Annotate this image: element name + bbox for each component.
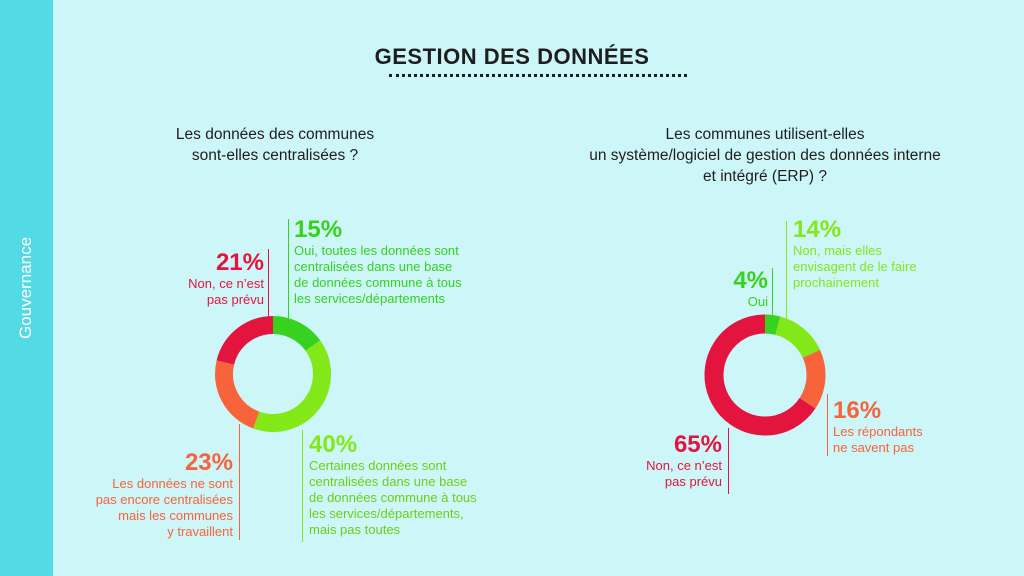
chart1-leader-line bbox=[239, 424, 240, 540]
desc-line: Certaines données sont bbox=[309, 458, 447, 473]
chart1-label-en-cours: 23% Les données ne sont pas encore centr… bbox=[96, 450, 233, 540]
slice-description: Non, ce n’est pas prévu bbox=[646, 458, 722, 490]
slice-percent: 23% bbox=[184, 449, 233, 476]
chart2-question: Les communes utilisent-elles un système/… bbox=[520, 124, 1010, 187]
slice-percent: 4% bbox=[733, 267, 768, 294]
chart2-leader-line bbox=[728, 428, 729, 494]
desc-line: les services/départements, bbox=[309, 506, 464, 521]
chart2-slice-2 bbox=[799, 349, 826, 409]
desc-line: centralisées dans une base bbox=[294, 259, 453, 274]
slice-percent: 16% bbox=[833, 397, 882, 424]
chart2-leader-line bbox=[772, 268, 773, 320]
chart2-donut bbox=[704, 314, 826, 436]
chart1-label-certaines: 40% Certaines données sont centralisées … bbox=[309, 432, 477, 538]
desc-line: Non, mais elles bbox=[793, 243, 882, 258]
chart1-label-oui: 15% Oui, toutes les données sont central… bbox=[294, 217, 462, 307]
desc-line: Les répondants bbox=[833, 424, 923, 439]
slice-percent: 65% bbox=[673, 431, 722, 458]
chart1-label-non: 21% Non, ce n’est pas prévu bbox=[188, 250, 264, 308]
desc-line: pas encore centralisées bbox=[95, 492, 233, 507]
chart1-slice-0 bbox=[272, 316, 321, 352]
slice-percent: 15% bbox=[294, 216, 343, 243]
desc-line: Les données ne sont bbox=[112, 476, 233, 491]
desc-line: Oui bbox=[747, 294, 768, 309]
chart1-question-line: sont-elles centralisées ? bbox=[191, 147, 359, 164]
desc-line: mais pas toutes bbox=[309, 522, 401, 537]
slice-percent: 40% bbox=[309, 431, 358, 458]
desc-line: y travaillent bbox=[167, 524, 233, 539]
slice-description: Oui bbox=[733, 294, 768, 310]
slice-description: Non, ce n’est pas prévu bbox=[188, 276, 264, 308]
chart2-slice-1 bbox=[774, 316, 821, 359]
desc-line: pas prévu bbox=[664, 474, 722, 489]
chart1-donut bbox=[215, 316, 331, 432]
slice-description: Oui, toutes les données sont centralisée… bbox=[294, 243, 462, 307]
chart2-leader-line bbox=[827, 394, 828, 456]
chart1-slice-2 bbox=[215, 360, 260, 429]
chart2-label-ne-savent-pas: 16% Les répondants ne savent pas bbox=[833, 398, 923, 456]
desc-line: mais les communes bbox=[118, 508, 233, 523]
chart1-leader-line bbox=[268, 249, 269, 321]
chart1-slice-3 bbox=[216, 316, 274, 365]
desc-line: prochainement bbox=[793, 275, 879, 290]
page-title: GESTION DES DONNÉES bbox=[374, 44, 650, 69]
slice-percent: 21% bbox=[215, 249, 264, 276]
chart2-slice-0 bbox=[764, 314, 781, 335]
chart2-label-non: 65% Non, ce n’est pas prévu bbox=[646, 432, 722, 490]
sidebar-label: Gouvernance bbox=[16, 236, 35, 340]
slice-description: Les répondants ne savent pas bbox=[833, 424, 923, 456]
desc-line: Non, ce n’est bbox=[188, 276, 264, 291]
slice-description: Les données ne sont pas encore centralis… bbox=[96, 476, 233, 540]
desc-line: Oui, toutes les données sont bbox=[294, 243, 459, 258]
desc-line: envisagent de le faire bbox=[793, 259, 917, 274]
chart2-question-line: et intégré (ERP) ? bbox=[702, 168, 828, 185]
chart2-label-envisagent: 14% Non, mais elles envisagent de le fai… bbox=[793, 217, 917, 291]
chart1-leader-line bbox=[302, 430, 303, 542]
slice-description: Non, mais elles envisagent de le faire p… bbox=[793, 243, 917, 291]
slice-description: Certaines données sont centralisées dans… bbox=[309, 458, 477, 538]
slice-percent: 14% bbox=[793, 216, 842, 243]
chart1-slice-1 bbox=[253, 340, 331, 432]
chart2-slice-3 bbox=[704, 314, 816, 436]
desc-line: de données commune à tous bbox=[294, 275, 462, 290]
desc-line: de données commune à tous bbox=[309, 490, 477, 505]
chart2-leader-line bbox=[786, 221, 787, 321]
title-underline bbox=[389, 74, 687, 77]
chart2-label-oui: 4% Oui bbox=[733, 268, 768, 310]
chart2-question-line: un système/logiciel de gestion des donné… bbox=[589, 147, 941, 164]
chart2-question-line: Les communes utilisent-elles bbox=[665, 126, 865, 143]
desc-line: les services/départements bbox=[294, 291, 446, 306]
chart1-question: Les données des communes sont-elles cent… bbox=[150, 124, 400, 166]
desc-line: Non, ce n’est bbox=[646, 458, 722, 473]
sidebar: Gouvernance bbox=[0, 0, 53, 576]
chart1-leader-line bbox=[288, 219, 289, 323]
desc-line: ne savent pas bbox=[833, 440, 914, 455]
chart1-question-line: Les données des communes bbox=[175, 126, 375, 143]
desc-line: centralisées dans une base bbox=[309, 474, 468, 489]
desc-line: pas prévu bbox=[206, 292, 264, 307]
